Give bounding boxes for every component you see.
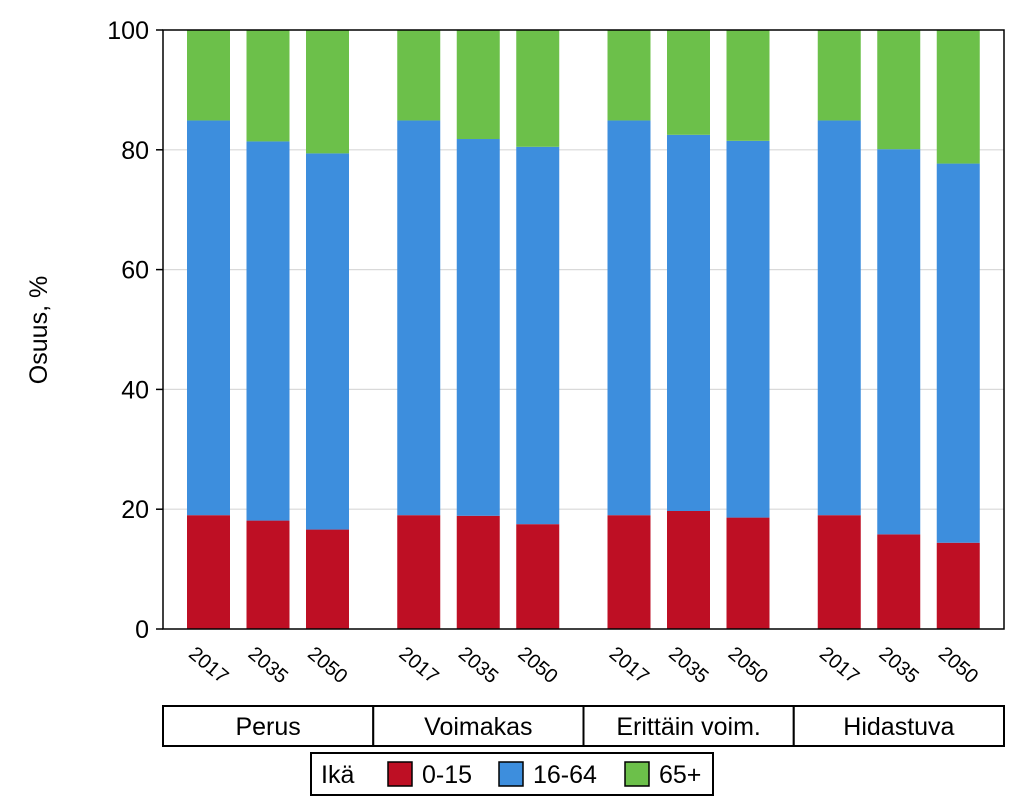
y-tick-label: 0 <box>135 616 149 644</box>
plot-area-frame <box>162 29 1005 630</box>
y-tick-label: 80 <box>121 137 149 165</box>
bar-segment <box>246 520 290 629</box>
legend-swatch <box>624 761 650 787</box>
y-tick-label: 100 <box>107 17 149 45</box>
group-label-box <box>582 705 795 747</box>
bar-segment <box>607 515 651 629</box>
bar-segment <box>607 120 651 516</box>
x-tick-label: 2017 <box>605 643 653 688</box>
bar-segment <box>246 141 290 521</box>
bar-segment <box>936 542 980 629</box>
bar-segment <box>817 120 861 516</box>
bar-segment <box>456 139 500 516</box>
bar-segment <box>936 163 980 543</box>
y-tick-label: 20 <box>121 496 149 524</box>
group-label-box <box>792 705 1005 747</box>
bar-segment <box>456 30 500 140</box>
bar-segment <box>397 30 441 121</box>
legend-swatch <box>498 761 524 787</box>
x-tick-label: 2035 <box>454 643 502 688</box>
bar-segment <box>456 515 500 629</box>
x-tick-label: 2050 <box>934 643 982 688</box>
x-tick-label: 2017 <box>394 643 442 688</box>
x-tick-label: 2017 <box>815 643 863 688</box>
bar-segment <box>397 120 441 516</box>
bar-segment <box>667 510 710 629</box>
y-tick-label: 40 <box>121 376 149 404</box>
legend-label: 16-64 <box>533 761 597 789</box>
bar-segment <box>667 134 710 511</box>
bar-segment <box>516 524 560 629</box>
bar-segment <box>187 30 230 121</box>
bar-segment <box>187 120 230 516</box>
bar-segment <box>246 30 290 142</box>
y-axis: 0 20 40 60 80 100 <box>107 17 163 644</box>
x-tick-label: 2035 <box>874 643 922 688</box>
bar-segment <box>516 30 560 147</box>
bar-segment <box>817 515 861 629</box>
group-label: Erittäin voim. <box>616 713 760 741</box>
bar-segment <box>936 30 980 164</box>
group-label: Voimakas <box>424 713 532 741</box>
bar-segment <box>306 153 349 530</box>
bar-segment <box>877 30 921 150</box>
x-tick-label: 2035 <box>244 643 292 688</box>
legend-swatch <box>387 761 413 787</box>
x-axis: 2017 2035 2050 2017 2035 2050 2017 2035 2050 2017… <box>184 643 982 688</box>
bar-segment <box>306 30 349 154</box>
bar-segment <box>516 146 560 525</box>
group-label-box <box>372 705 585 747</box>
group-label: Perus <box>235 713 300 741</box>
bar-segment <box>306 529 349 629</box>
bar-segment <box>187 515 230 629</box>
bar-segment <box>877 149 921 535</box>
bar-segment <box>726 140 770 518</box>
x-tick-label: 2017 <box>184 643 232 688</box>
group-label-box <box>162 705 375 747</box>
x-tick-label: 2035 <box>664 643 712 688</box>
bar-segment <box>667 30 710 135</box>
bars <box>187 30 980 629</box>
gridlines <box>163 149 1004 510</box>
bar-segment <box>726 517 770 629</box>
bar-segment <box>726 30 770 141</box>
group-label: Hidastuva <box>843 713 954 741</box>
x-tick-label: 2050 <box>303 643 351 688</box>
y-tick-label: 60 <box>121 257 149 285</box>
bar-segment <box>397 515 441 629</box>
legend-label: 0-15 <box>422 761 472 789</box>
bar-segment <box>877 534 921 629</box>
group-labels: Perus Voimakas Erittäin voim. Hidastuva <box>162 705 1005 747</box>
legend: Ikä 0-15 16-64 65+ <box>310 752 714 796</box>
y-axis-label: Osuus, % <box>25 276 53 384</box>
legend-label: 65+ <box>659 761 701 789</box>
bar-segment <box>817 30 861 121</box>
x-tick-label: 2050 <box>513 643 561 688</box>
legend-title: Ikä <box>321 761 354 789</box>
bar-segment <box>607 30 651 121</box>
x-tick-label: 2050 <box>724 643 772 688</box>
